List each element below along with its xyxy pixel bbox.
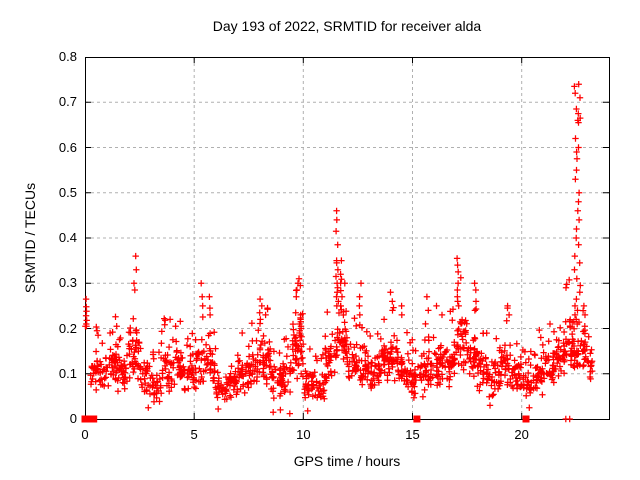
x-tick-label: 0: [81, 427, 89, 442]
y-tick-label: 0.8: [58, 49, 77, 64]
grid-lines: [85, 57, 609, 419]
y-tick-label: 0: [69, 411, 77, 426]
y-tick-label: 0.2: [58, 320, 77, 336]
y-tick-label: 0.6: [58, 139, 77, 155]
y-tick-label: 0.5: [58, 184, 77, 200]
x-tick-label: 5: [190, 427, 198, 442]
chart-title: Day 193 of 2022, SRMTID for receiver ald…: [212, 18, 482, 34]
x-axis-label: GPS time / hours: [293, 453, 401, 469]
y-tick-label: 0.1: [58, 365, 77, 381]
axis-ticks: [85, 57, 609, 419]
y-tick-label: 0.7: [58, 94, 77, 110]
data-points: [82, 81, 596, 423]
x-tick-label: 15: [405, 427, 420, 442]
x-tick-label: 10: [296, 427, 311, 442]
gap-markers: [81, 415, 530, 423]
x-tick-label: 20: [514, 427, 529, 442]
y-tick-label: 0.3: [58, 275, 77, 291]
y-tick-label: 0.4: [58, 230, 77, 245]
plot-border: [85, 57, 610, 420]
